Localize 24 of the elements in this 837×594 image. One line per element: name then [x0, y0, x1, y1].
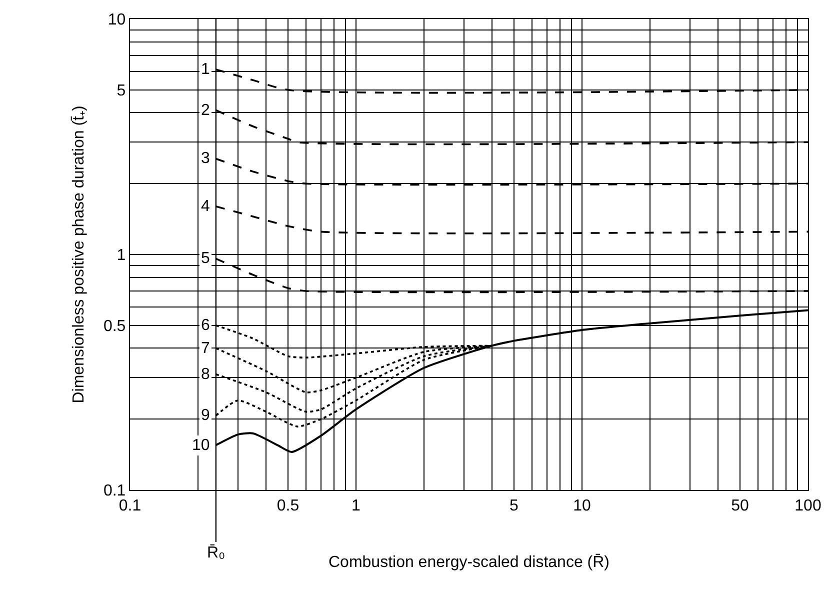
ref-line-label: R̄₀	[207, 544, 226, 562]
y-axis-title: Dimensionless positive phase duration (t̄₊)	[70, 106, 88, 404]
y-tick-label: 0.5	[103, 318, 126, 335]
series-label: 3	[201, 150, 210, 167]
series-label: 2	[201, 102, 210, 119]
series-label: 10	[192, 437, 210, 454]
series-label: 7	[201, 340, 210, 357]
y-tick-label: 1	[116, 247, 126, 264]
y-tick-label: 10	[108, 12, 126, 29]
series-label: 5	[201, 250, 210, 267]
y-tick-label: 0.1	[103, 482, 126, 500]
x-tick-label: 10	[573, 497, 591, 514]
x-tick-label: 100	[794, 497, 822, 514]
series-label: 4	[201, 198, 210, 215]
x-tick-label: 1	[352, 497, 361, 514]
series-label: 6	[201, 317, 210, 334]
series-label: 9	[201, 407, 210, 424]
y-tick-label: 5	[116, 82, 126, 100]
x-tick-label: 5	[510, 497, 519, 514]
series-label: 8	[201, 366, 210, 383]
x-axis-title: Combustion energy-scaled distance (R̄)	[328, 554, 610, 571]
x-tick-label: 0.5	[276, 497, 300, 514]
x-tick-label: 50	[731, 497, 749, 514]
series-label: 1	[201, 61, 210, 78]
